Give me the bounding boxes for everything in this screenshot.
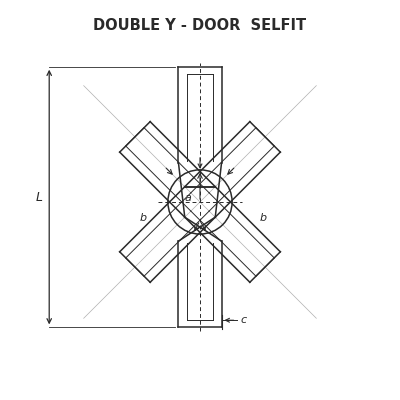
Text: a: a bbox=[185, 193, 192, 203]
Text: L: L bbox=[36, 190, 43, 204]
Text: DOUBLE Y - DOOR  SELFIT: DOUBLE Y - DOOR SELFIT bbox=[94, 18, 306, 33]
Text: b: b bbox=[140, 213, 147, 223]
Text: b: b bbox=[259, 213, 266, 223]
Text: c: c bbox=[240, 315, 246, 325]
